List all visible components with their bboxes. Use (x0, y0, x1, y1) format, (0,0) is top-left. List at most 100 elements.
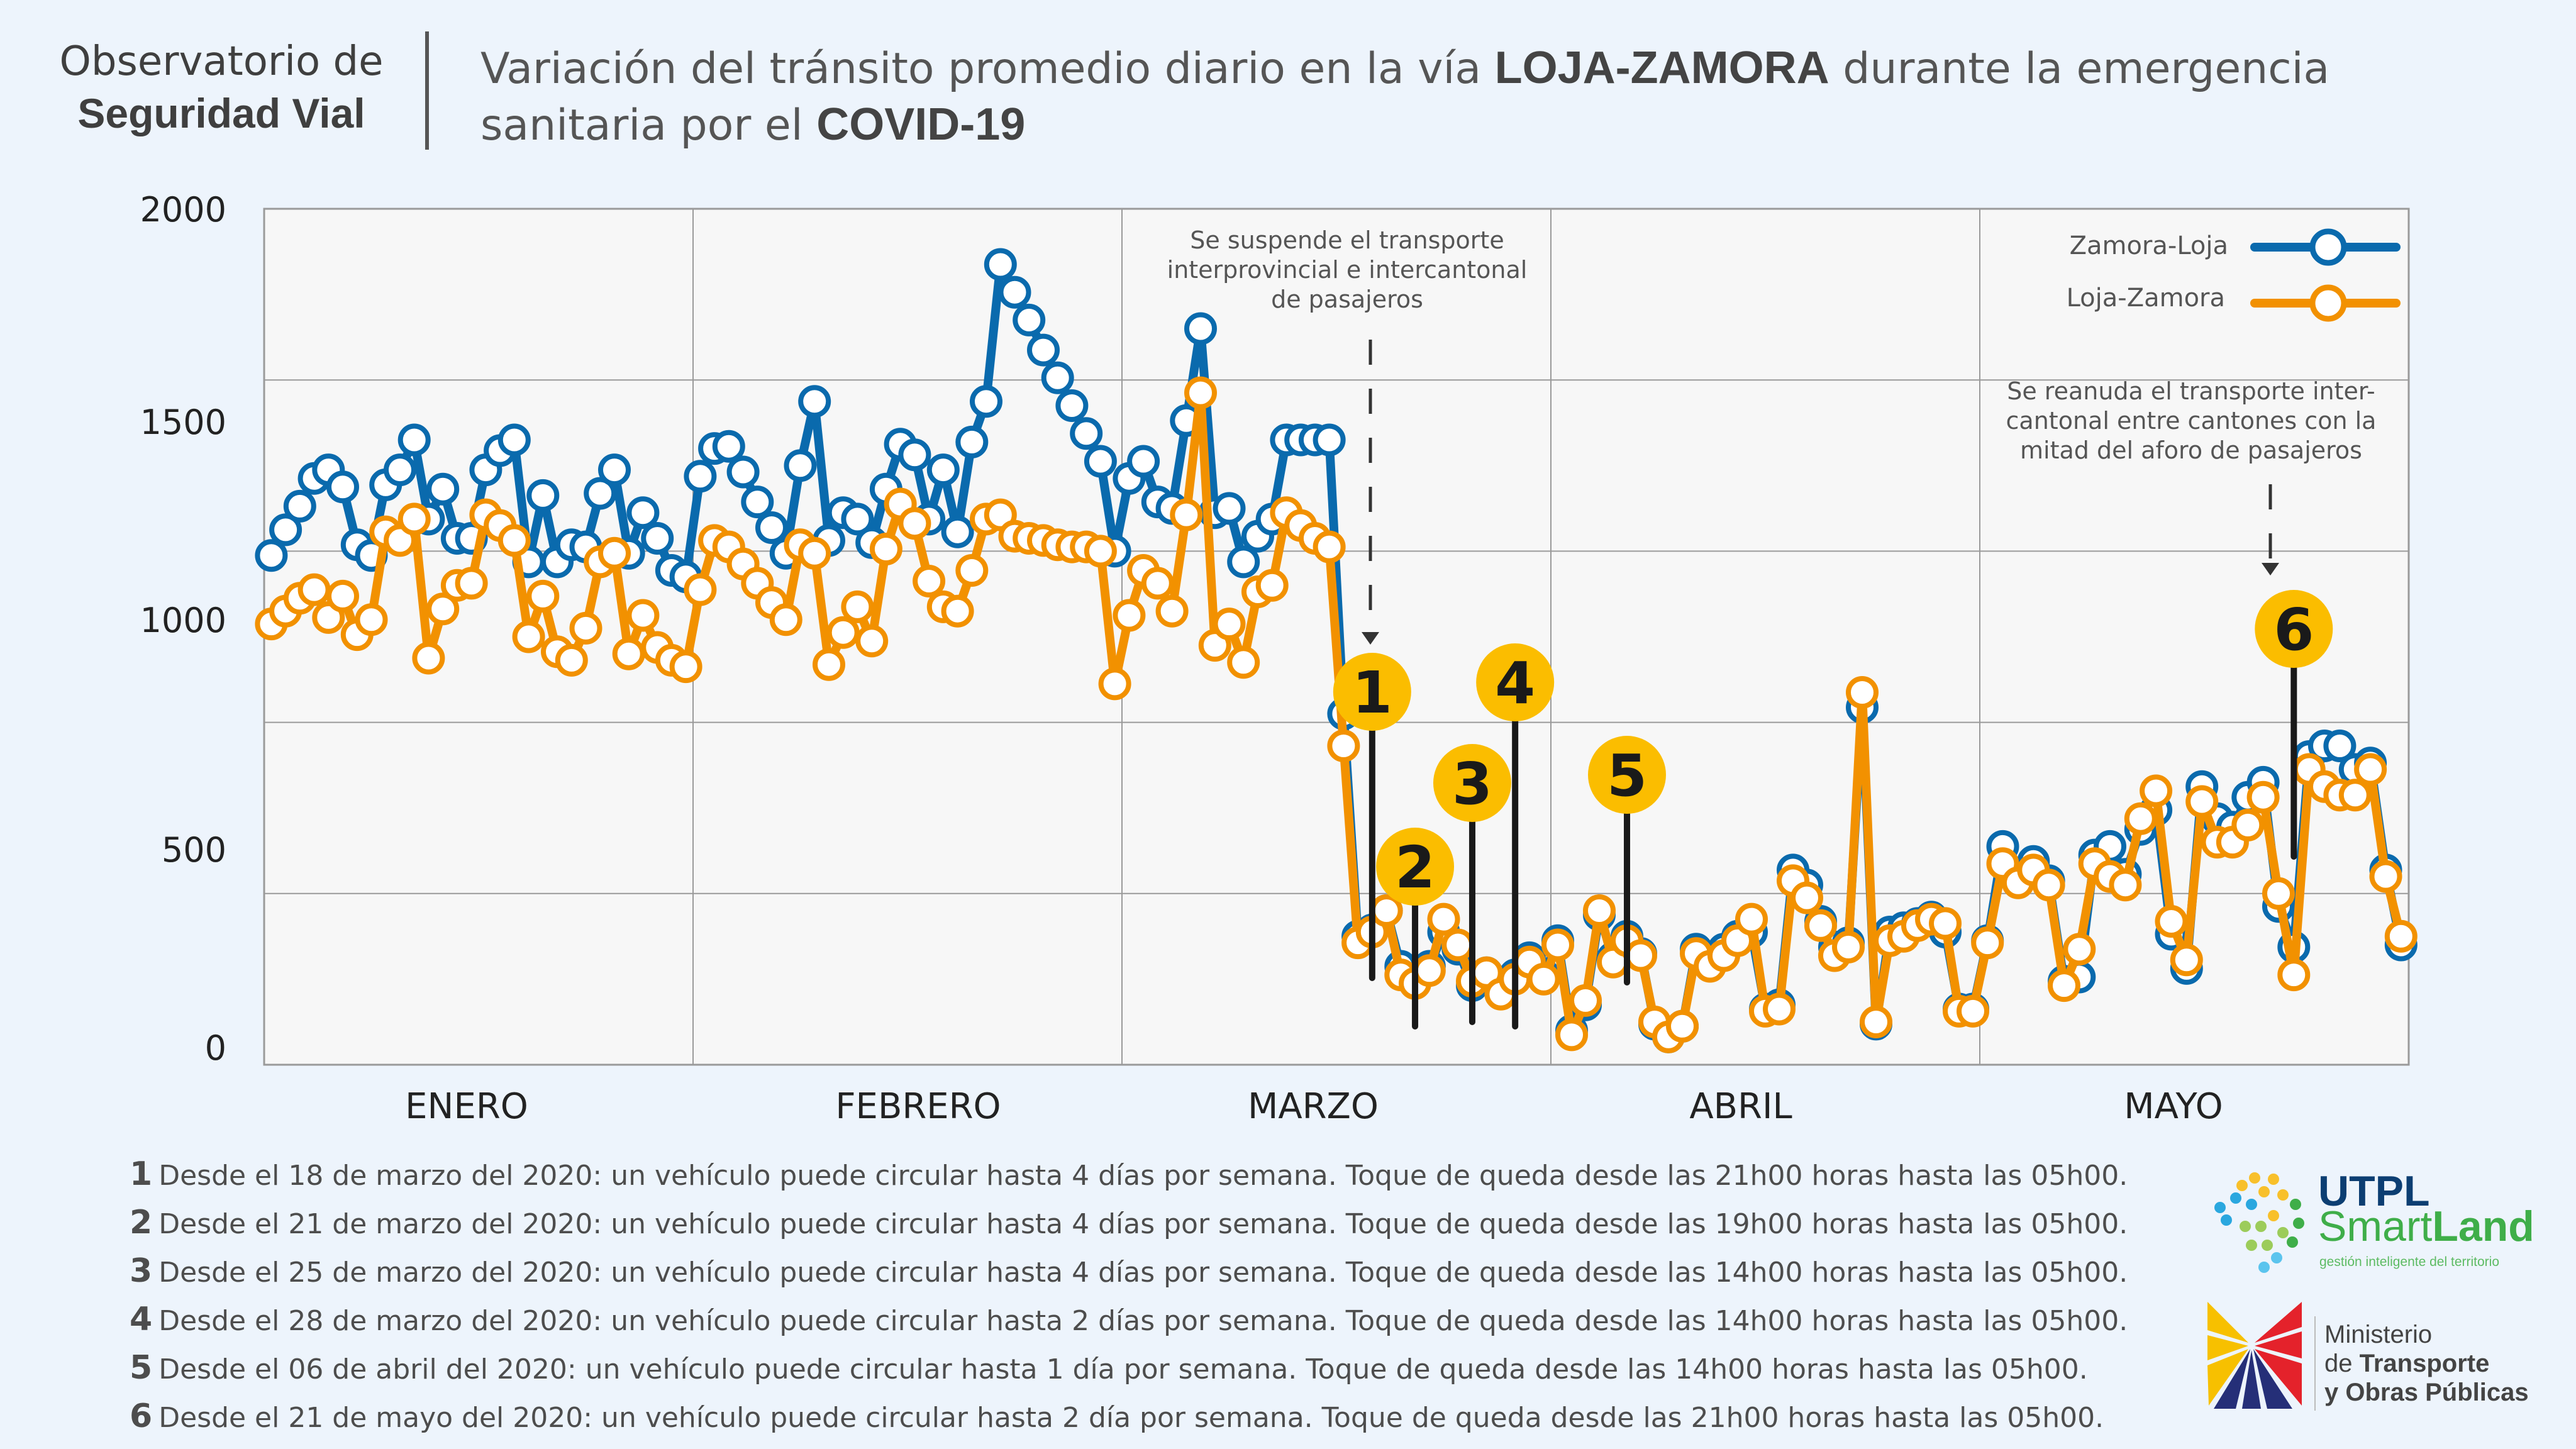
data-point (2109, 869, 2142, 902)
mtop-divider (2314, 1316, 2316, 1411)
y-tick-label: 500 (162, 830, 226, 870)
smartland-light: Smart (2318, 1202, 2433, 1250)
event-badge-number: 6 (2273, 596, 2314, 663)
data-point (2369, 860, 2402, 893)
data-point (841, 590, 874, 623)
footnote-number: 4 (130, 1301, 153, 1338)
footnote-text: Desde el 21 de mayo del 2020: un vehícul… (158, 1402, 2104, 1434)
mtop-wordmark: Ministerio de Transporte y Obras Pública… (2324, 1320, 2529, 1407)
footnote-number: 3 (130, 1252, 153, 1290)
data-point (1141, 567, 1174, 600)
legend-label-zamora-loja: Zamora-Loja (2070, 231, 2228, 260)
data-point (1735, 902, 1768, 936)
data-point (926, 453, 960, 487)
data-point (1255, 569, 1289, 602)
data-point (569, 611, 602, 645)
data-point (2277, 958, 2311, 992)
event-markers: 1 234 5 6 (1333, 590, 2333, 1030)
data-point (1227, 646, 1260, 679)
footnote-number: 6 (130, 1397, 153, 1435)
data-point (970, 385, 1002, 418)
legend: Zamora-Loja Loja-Zamora (2067, 228, 2401, 322)
traffic-line-chart: 2000 1500 1000 500 0 ENERO FEBRERO MARZO… (140, 190, 2418, 1127)
y-tick-label: 1000 (140, 601, 226, 640)
legend-marker-loja-zamora (2309, 284, 2347, 322)
data-point (1213, 608, 1246, 641)
mtop-emblem-icon (2207, 1302, 2302, 1409)
footnotes: 1 Desde el 18 de marzo del 2020: un vehíc… (130, 1151, 2205, 1441)
event-badge-number: 4 (1495, 650, 1535, 717)
data-point (426, 592, 460, 626)
data-point (512, 620, 545, 653)
data-point (1790, 881, 1823, 914)
data-point (1804, 909, 1837, 942)
data-point (998, 275, 1031, 309)
event-badge-number: 5 (1607, 742, 1647, 809)
data-point (2155, 905, 2188, 938)
data-point (555, 643, 588, 677)
data-point (1155, 594, 1189, 628)
data-point (598, 536, 631, 570)
event-marker-3: 3 (1433, 744, 1511, 1025)
data-point (1541, 928, 1574, 962)
event-marker-4: 4 (1476, 643, 1555, 1030)
resumption-text-line-3: mitad del aforo de pasajeros (2020, 436, 2362, 464)
data-point (1957, 994, 1989, 1028)
y-axis-ticks: 2000 1500 1000 500 0 (140, 190, 226, 1068)
data-point (941, 515, 974, 548)
data-point (255, 539, 288, 572)
data-point (1624, 939, 1657, 972)
data-point (2140, 774, 2173, 808)
data-point (1013, 303, 1046, 336)
data-point (626, 599, 660, 632)
data-point (1327, 730, 1360, 762)
data-point (2032, 869, 2065, 902)
data-point (1441, 928, 1475, 962)
event-badge (1588, 736, 1666, 814)
data-point (898, 507, 931, 540)
data-point (355, 603, 388, 636)
data-point (1113, 599, 1146, 632)
data-point (598, 453, 631, 487)
data-point (841, 502, 874, 536)
data-point (898, 438, 931, 472)
footnote-item: 4 Desde el 28 de marzo del 2020: un vehíc… (130, 1296, 2205, 1345)
mtop-line-2-light: de (2324, 1350, 2360, 1377)
data-point (1084, 535, 1117, 568)
data-point (2323, 730, 2357, 762)
data-point (1127, 445, 1160, 478)
data-point (1170, 498, 1203, 531)
mtop-line-2: de Transporte (2324, 1349, 2529, 1378)
mtop-line-1: Ministerio (2324, 1321, 2433, 1348)
suspension-text-line-1: Se suspende el transporte (1190, 226, 1504, 254)
y-tick-label: 2000 (140, 190, 226, 230)
footnote-number: 1 (130, 1155, 153, 1193)
month-label-mayo: MAYO (2124, 1086, 2223, 1127)
observatory-brand: Observatorio de Seguridad Vial (45, 36, 397, 140)
legend-label-loja-zamora: Loja-Zamora (2067, 284, 2225, 313)
data-point (1084, 445, 1117, 478)
data-point (1098, 667, 1131, 701)
footnote-item: 6 Desde el 21 de mayo del 2020: un vehícu… (130, 1393, 2205, 1441)
data-point (612, 637, 645, 670)
footnote-text: Desde el 25 de marzo del 2020: un vehícu… (158, 1257, 2128, 1289)
data-point (269, 513, 303, 547)
data-point (2246, 780, 2280, 814)
data-point (1763, 992, 1796, 1026)
data-point (2063, 933, 2096, 966)
smartland-wordmark: SmartLand (2318, 1202, 2534, 1251)
data-point (526, 579, 560, 613)
data-point (497, 524, 531, 557)
data-point (726, 455, 760, 489)
data-point (855, 625, 889, 658)
data-point (1583, 894, 1616, 927)
suspension-text-line-3: de pasajeros (1271, 286, 1423, 313)
data-point (2338, 779, 2372, 812)
series-loja-zamora (255, 376, 2418, 1053)
data-point (1929, 907, 1962, 940)
data-point (1860, 1006, 1892, 1038)
footnote-text: Desde el 21 de marzo del 2020: un vehícu… (158, 1208, 2128, 1240)
title-bold-road: LOJA-ZAMORA (1494, 43, 1829, 93)
event-badge-number: 1 (1352, 659, 1392, 726)
data-point (712, 430, 745, 463)
